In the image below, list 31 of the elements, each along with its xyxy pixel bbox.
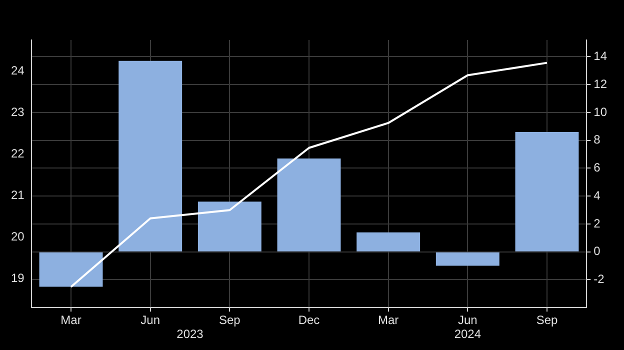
y2-tick-label: 12	[594, 76, 608, 91]
y-tick-label: 19	[10, 270, 25, 285]
y2-tick-label: 6	[594, 160, 601, 175]
bar	[277, 158, 341, 252]
text: 2024	[454, 326, 482, 341]
x-tick-label: Sep	[218, 313, 241, 328]
x-tick-label: Jun	[140, 313, 160, 328]
text: 2023	[176, 326, 204, 341]
bar	[118, 60, 182, 252]
y2-tick-label: 4	[594, 188, 601, 202]
y-tick-label: 23	[10, 104, 25, 119]
y-tick-label: 20	[10, 229, 25, 244]
bar	[39, 252, 103, 287]
x-tick-label: Dec	[298, 313, 320, 328]
y-tick-label: 21	[10, 188, 25, 202]
x-tick-label: Mar	[60, 313, 82, 328]
x-tick-label: Sep	[536, 313, 558, 328]
y2-tick-label: -2	[594, 272, 605, 286]
bar	[436, 252, 500, 266]
y2-tick-label: 10	[594, 104, 608, 119]
x-tick-label: Jun	[458, 313, 478, 328]
y2-tick-label: 8	[594, 132, 601, 147]
y-tick-label: 24	[10, 63, 25, 78]
bar	[198, 202, 262, 252]
x-tick-label: Mar	[378, 313, 399, 328]
y-tick-label: 22	[10, 146, 25, 160]
y2-tick-label: 14	[594, 49, 608, 64]
y2-tick-label: 0	[594, 244, 601, 258]
y2-tick-label: 2	[594, 216, 601, 230]
bar	[515, 132, 579, 252]
bar	[356, 232, 420, 252]
